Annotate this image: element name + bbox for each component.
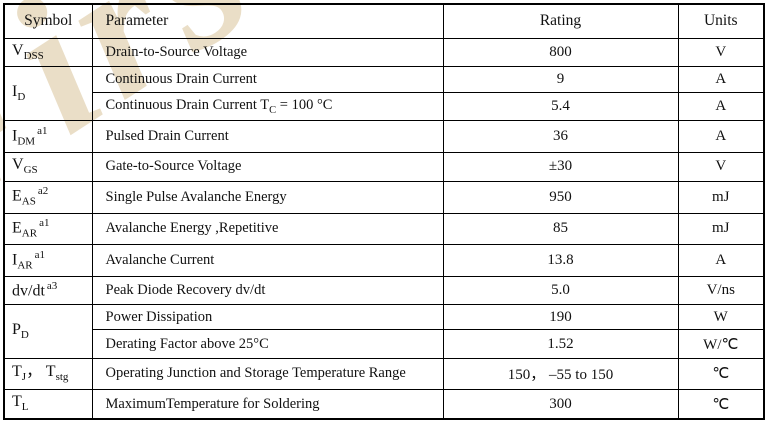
table-row: Continuous Drain Current TC = 100 °C 5.4… xyxy=(4,91,765,121)
units-cell: W xyxy=(677,303,765,331)
table-row: PD Power Dissipation 190 W xyxy=(3,303,765,359)
units-cell: mJ xyxy=(677,212,765,246)
parameter-cell: Avalanche Energy ,Repetitive xyxy=(91,212,444,246)
units-cell: A xyxy=(677,66,765,93)
rating-cell: 190 xyxy=(442,303,679,331)
header-rating: Rating xyxy=(442,3,679,39)
symbol-cell: PD xyxy=(3,303,93,359)
table-row: EASa2 Single Pulse Avalanche Energy 950 … xyxy=(3,180,765,214)
symbol-cell: TL xyxy=(3,389,93,420)
parameter-cell: Gate-to-Source Voltage xyxy=(91,151,444,182)
parameter-cell: Peak Diode Recovery dv/dt xyxy=(91,276,444,305)
symbol-cell: VDSS xyxy=(3,37,93,68)
rating-cell: 300 xyxy=(442,389,679,420)
rating-cell: 150， –55 to 150 xyxy=(442,357,679,391)
units-cell: ℃ xyxy=(677,389,765,420)
rating-cell: 13.8 xyxy=(442,244,679,278)
parameter-cell: Continuous Drain Current TC = 100 °C xyxy=(91,91,444,121)
symbol-cell: IARa1 xyxy=(3,244,93,278)
rating-cell: 1.52 xyxy=(442,329,679,359)
units-cell: A xyxy=(677,91,765,121)
rating-cell: 5.4 xyxy=(442,91,679,121)
table-row: ID Continuous Drain Current 9 A xyxy=(3,66,765,121)
table-row: IDMa1 Pulsed Drain Current 36 A xyxy=(3,119,765,153)
rating-cell: 5.0 xyxy=(442,276,679,305)
table-row: dv/dt a3 Peak Diode Recovery dv/dt 5.0 V/… xyxy=(3,276,765,305)
parameter-cell: Continuous Drain Current xyxy=(91,66,444,93)
symbol-cell: VGS xyxy=(3,151,93,182)
parameter-cell: Derating Factor above 25°C xyxy=(91,329,444,359)
parameter-cell: Pulsed Drain Current xyxy=(91,119,444,153)
parameter-cell: Operating Junction and Storage Temperatu… xyxy=(91,357,444,391)
units-cell: V xyxy=(677,37,765,68)
rating-cell: 800 xyxy=(442,37,679,68)
table-row: TL MaximumTemperature for Soldering 300 … xyxy=(3,389,765,420)
symbol-cell: dv/dt a3 xyxy=(3,276,93,305)
header-units: Units xyxy=(677,3,765,39)
rating-cell: 950 xyxy=(442,180,679,214)
parameter-cell: Avalanche Current xyxy=(91,244,444,278)
units-cell: A xyxy=(677,244,765,278)
rating-cell: 9 xyxy=(442,66,679,93)
table-row: VGS Gate-to-Source Voltage ±30 V xyxy=(3,151,765,182)
units-cell: ℃ xyxy=(677,357,765,391)
parameter-cell: Single Pulse Avalanche Energy xyxy=(91,180,444,214)
rating-cell: 85 xyxy=(442,212,679,246)
symbol-cell: TJ， Tstg xyxy=(3,357,93,391)
table-row: IARa1 Avalanche Current 13.8 A xyxy=(3,244,765,278)
units-cell: V xyxy=(677,151,765,182)
units-cell: W/℃ xyxy=(677,329,765,359)
symbol-cell: ID xyxy=(3,66,93,121)
header-parameter: Parameter xyxy=(91,3,444,39)
parameter-cell: Drain-to-Source Voltage xyxy=(91,37,444,68)
symbol-cell: EASa2 xyxy=(3,180,93,214)
header-symbol: Symbol xyxy=(3,3,93,39)
units-cell: mJ xyxy=(677,180,765,214)
parameter-cell: Power Dissipation xyxy=(91,303,444,331)
ratings-table: Symbol Parameter Rating Units VDSS Drain… xyxy=(3,3,765,420)
rating-cell: ±30 xyxy=(442,151,679,182)
units-cell: V/ns xyxy=(677,276,765,305)
table-row: Derating Factor above 25°C 1.52 W/℃ xyxy=(4,329,765,359)
table-row: VDSS Drain-to-Source Voltage 800 V xyxy=(3,37,765,68)
symbol-cell: IDMa1 xyxy=(3,119,93,153)
table-row: EARa1 Avalanche Energy ,Repetitive 85 mJ xyxy=(3,212,765,246)
symbol-cell: EARa1 xyxy=(3,212,93,246)
rating-cell: 36 xyxy=(442,119,679,153)
parameter-cell: MaximumTemperature for Soldering xyxy=(91,389,444,420)
table-header-row: Symbol Parameter Rating Units xyxy=(3,3,765,39)
units-cell: A xyxy=(677,119,765,153)
table-row: TJ， Tstg Operating Junction and Storage … xyxy=(3,357,765,391)
